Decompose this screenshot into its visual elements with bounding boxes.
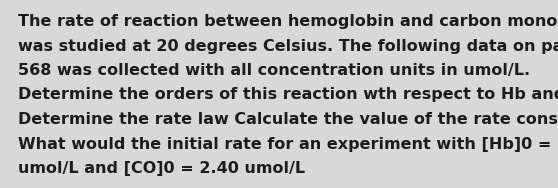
Text: What would the initial rate for an experiment with [Hb]0 = 3.36: What would the initial rate for an exper… [18,136,558,152]
Text: was studied at 20 degrees Celsius. The following data on page: was studied at 20 degrees Celsius. The f… [18,39,558,54]
Text: umol/L and [CO]0 = 2.40 umol/L: umol/L and [CO]0 = 2.40 umol/L [18,161,305,176]
Text: Determine the orders of this reaction wth respect to Hb and CO: Determine the orders of this reaction wt… [18,87,558,102]
Text: 568 was collected with all concentration units in umol/L.: 568 was collected with all concentration… [18,63,530,78]
Text: The rate of reaction between hemoglobin and carbon monoxide: The rate of reaction between hemoglobin … [18,14,558,29]
Text: Determine the rate law Calculate the value of the rate constant: Determine the rate law Calculate the val… [18,112,558,127]
